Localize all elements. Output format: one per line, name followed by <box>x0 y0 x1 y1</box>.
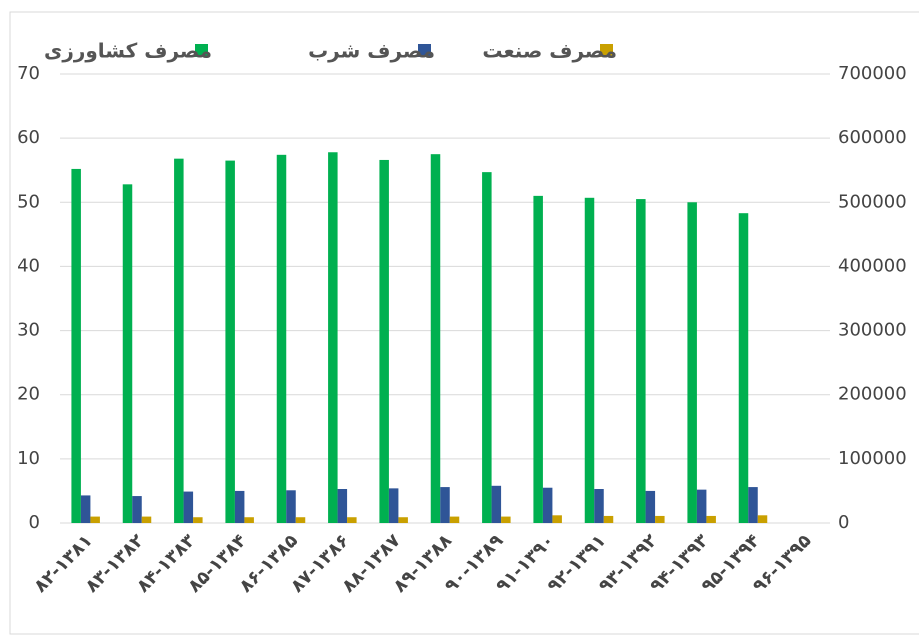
legend-label: مصرف کشاورزی <box>44 39 212 63</box>
bar <box>533 195 543 523</box>
y-tick-label: 0 <box>29 512 40 533</box>
y-tick-label: 30 <box>17 320 40 341</box>
bar <box>337 489 348 523</box>
bar <box>636 199 646 524</box>
bar <box>552 515 562 523</box>
bar <box>738 213 749 523</box>
bar <box>295 517 306 523</box>
bar <box>449 516 460 523</box>
bar <box>347 517 357 523</box>
bar <box>183 491 194 523</box>
legend-label: مصرف صنعت <box>482 39 617 63</box>
bar <box>225 160 235 524</box>
y2-tick-label: 600000 <box>838 127 907 148</box>
bar <box>687 202 697 524</box>
y2-tick-label: 500000 <box>838 191 907 212</box>
bar <box>141 516 152 523</box>
y2-tick-label: 400000 <box>838 255 907 276</box>
bar <box>174 158 184 523</box>
bar <box>584 197 595 523</box>
bar <box>594 489 604 523</box>
bar <box>482 172 492 524</box>
bar <box>440 487 450 523</box>
y-tick-label: 60 <box>17 127 40 148</box>
y-tick-label: 20 <box>17 384 40 405</box>
bar <box>430 154 441 523</box>
bar <box>80 495 91 523</box>
bar <box>706 515 716 523</box>
bar <box>286 490 296 523</box>
bar <box>122 184 133 523</box>
bar <box>71 168 81 523</box>
bar <box>542 487 553 523</box>
legend-swatch <box>195 44 208 57</box>
bar <box>90 516 100 523</box>
legend-swatch <box>418 44 431 57</box>
bar <box>132 496 142 523</box>
y2-tick-label: 0 <box>838 512 849 533</box>
bar <box>645 490 656 523</box>
y2-tick-label: 200000 <box>838 384 907 405</box>
y2-tick-label: 100000 <box>838 448 907 469</box>
bar <box>379 159 389 524</box>
y2-tick-label: 300000 <box>838 320 907 341</box>
legend-swatch <box>600 44 613 57</box>
bar <box>193 517 203 523</box>
legend-label: مصرف شرب <box>308 39 435 63</box>
bar <box>234 490 245 523</box>
bar <box>757 515 768 523</box>
bar <box>748 487 758 523</box>
bar <box>655 515 665 523</box>
bar <box>398 517 408 523</box>
y2-tick-label: 700000 <box>838 63 907 84</box>
y-tick-label: 70 <box>17 63 40 84</box>
bar <box>491 485 502 523</box>
bar <box>328 152 338 524</box>
bar <box>276 154 287 523</box>
bar <box>603 515 614 523</box>
bar <box>696 489 707 523</box>
y-tick-label: 50 <box>17 191 40 212</box>
y-tick-label: 10 <box>17 448 40 469</box>
y-tick-label: 40 <box>17 255 40 276</box>
bar <box>388 488 399 523</box>
chart-border <box>9 11 919 635</box>
bar <box>244 517 254 523</box>
bar <box>501 516 511 523</box>
